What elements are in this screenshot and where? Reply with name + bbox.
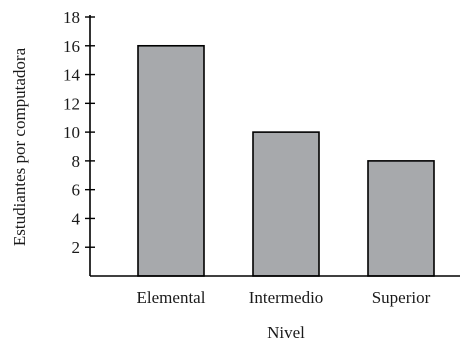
y-tick-label-14: 14 <box>63 66 81 85</box>
bar-superior <box>367 160 435 277</box>
y-tick-label-4: 4 <box>72 209 81 228</box>
labels-layer: Nivel Estudiantes por computadora Elemen… <box>10 8 431 342</box>
y-tick-label-6: 6 <box>72 181 81 200</box>
x-axis-title: Nivel <box>267 323 305 342</box>
y-tick-label-12: 12 <box>63 94 80 113</box>
y-tick-label-2: 2 <box>72 238 81 257</box>
x-tick-label-elemental: Elemental <box>137 288 206 307</box>
bar-elemental <box>137 44 205 277</box>
bars-layer <box>137 44 435 277</box>
x-tick-label-superior: Superior <box>372 288 431 307</box>
x-tick-label-intermedio: Intermedio <box>249 288 324 307</box>
axes-layer <box>85 15 460 277</box>
y-tick-label-16: 16 <box>63 37 80 56</box>
y-tick-label-8: 8 <box>72 152 81 171</box>
y-axis-title: Estudiantes por computadora <box>10 47 29 246</box>
y-tick-label-10: 10 <box>63 123 80 142</box>
bar-intermedio <box>252 131 320 277</box>
y-tick-label-18: 18 <box>63 8 80 27</box>
